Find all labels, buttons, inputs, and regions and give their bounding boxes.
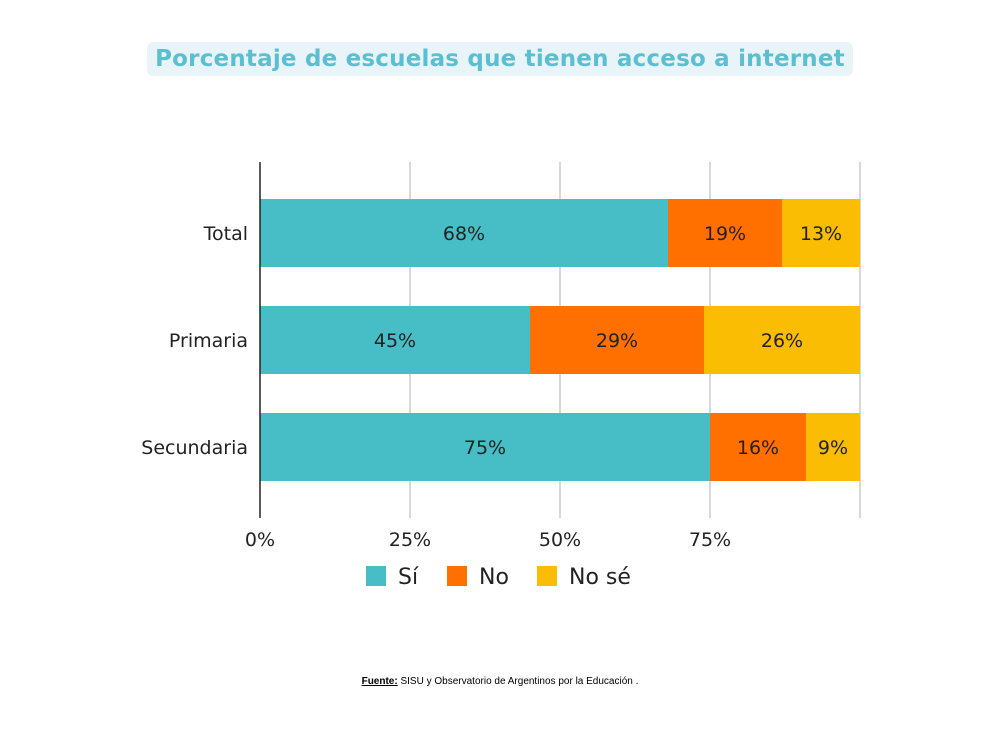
data-label: 9%	[818, 437, 848, 459]
category-label: Total	[203, 223, 248, 245]
data-label: 45%	[374, 330, 416, 352]
data-label: 19%	[704, 223, 746, 245]
data-label: 29%	[596, 330, 638, 352]
legend-label: No	[479, 565, 509, 590]
bar-segment	[260, 413, 710, 481]
data-label: 16%	[737, 437, 779, 459]
bar-segment	[260, 199, 668, 267]
legend-swatch	[447, 566, 467, 586]
x-tick-label: 75%	[689, 529, 731, 551]
x-tick-label: 0%	[245, 529, 275, 551]
data-label: 68%	[443, 223, 485, 245]
bar-segment	[260, 306, 530, 374]
bar-segment	[710, 413, 806, 481]
x-tick-label: 50%	[539, 529, 581, 551]
bar-segment	[668, 199, 782, 267]
category-label: Primaria	[169, 330, 248, 352]
chart-title: Porcentaje de escuelas que tienen acceso…	[147, 42, 853, 76]
legend-label: No sé	[569, 565, 631, 590]
data-label: 26%	[761, 330, 803, 352]
bar-segment	[806, 413, 860, 481]
data-label: 13%	[800, 223, 842, 245]
source-label: Fuente:	[361, 676, 398, 687]
bar-segment	[782, 199, 860, 267]
legend-swatch	[366, 566, 386, 586]
source-text: SISU y Observatorio de Argentinos por la…	[397, 676, 639, 687]
legend-swatch	[537, 566, 557, 586]
source-note: Fuente: SISU y Observatorio de Argentino…	[0, 676, 1000, 687]
category-label: Secundaria	[141, 437, 248, 459]
x-tick-label: 25%	[389, 529, 431, 551]
bar-segment	[704, 306, 860, 374]
legend-label: Sí	[398, 565, 419, 590]
data-label: 75%	[464, 437, 506, 459]
bar-segment	[530, 306, 704, 374]
